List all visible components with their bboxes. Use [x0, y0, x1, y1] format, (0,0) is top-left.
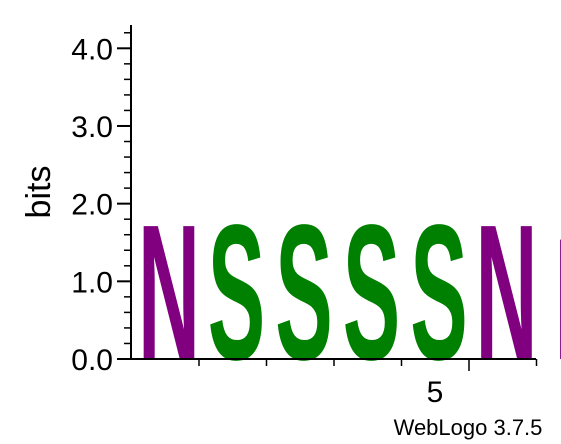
y-axis: 0.0 1.0 2.0 3.0 4.0 [71, 25, 132, 377]
y-tick-label: 1.0 [71, 266, 113, 299]
logo-letter-n: N [557, 202, 561, 396]
y-tick-label: 4.0 [71, 33, 113, 66]
logo-letter-n: N [475, 185, 537, 401]
logo-glyphs: NSSSSNN [138, 185, 561, 401]
logo-letter-s: S [343, 185, 400, 401]
y-tick-label: 2.0 [71, 189, 113, 222]
x-axis: 5 [131, 358, 538, 409]
weblogo-version-footer: WebLogo 3.7.5 [394, 415, 543, 440]
logo-letter-s: S [410, 185, 467, 401]
y-axis-title: bits [20, 166, 58, 219]
logo-letter-s: S [275, 185, 332, 401]
x-tick-label: 5 [427, 376, 444, 409]
y-tick-label: 3.0 [71, 111, 113, 144]
logo-letter-n: N [138, 185, 200, 401]
logo-letter-s: S [208, 185, 265, 401]
y-tick-label: 0.0 [71, 344, 113, 377]
